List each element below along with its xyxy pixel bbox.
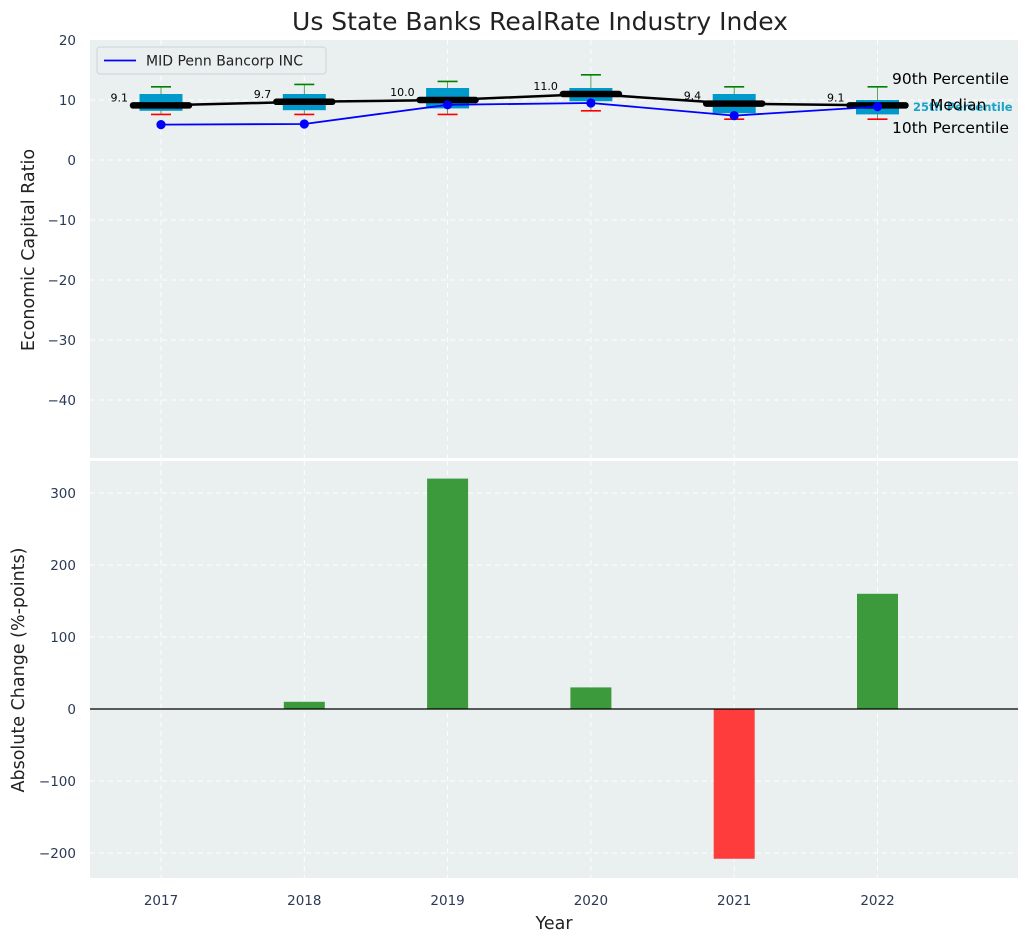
bottom-y-tick-label: −100 [39,774,76,790]
change-bar [713,709,755,859]
top-y-tick-label: 10 [59,93,76,109]
company-series-point [299,119,309,129]
legend-box [96,46,327,75]
x-tick-label: 2017 [144,893,178,909]
company-series-point [443,100,453,110]
chart-title: Us State Banks RealRate Industry Index [292,7,788,36]
company-series-point [729,111,739,121]
change-bar [570,687,612,709]
median-value-label: 11.0 [533,80,558,93]
bottom-y-tick-label: −200 [39,846,76,862]
bottom-y-tick-label: 300 [50,486,76,502]
company-series-point [156,120,166,130]
company-series-point [872,102,883,112]
x-tick-label: 2018 [287,893,321,909]
p10-annotation: 10th Percentile [892,119,1009,137]
legend: MID Penn Bancorp INC [96,46,327,75]
change-bar [857,593,898,709]
legend-label: MID Penn Bancorp INC [146,54,303,70]
x-axis-label: Year [534,914,573,934]
x-tick-label: 2021 [717,893,751,909]
median-annotation: Median [930,96,986,114]
top-y-axis-label: Economic Capital Ratio [19,149,39,351]
change-bar [427,478,469,709]
top-y-tick-label: 20 [59,33,76,49]
x-tick-label: 2022 [860,893,894,909]
bottom-y-tick-label: 100 [50,630,76,646]
p90-annotation: 90th Percentile [892,70,1009,88]
top-y-tick-label: 0 [67,153,76,169]
x-tick-label: 2020 [574,893,608,909]
company-series-line [160,102,878,126]
bottom-y-tick-label: 200 [50,558,76,574]
top-y-tick-label: −30 [48,333,77,349]
median-value-label: 9.4 [684,90,702,103]
median-value-label: 10.0 [390,86,415,99]
company-series-point [586,98,596,108]
top-y-tick-label: −10 [48,213,77,229]
x-tick-label: 2019 [430,893,464,909]
median-value-label: 9.1 [111,91,129,104]
bottom-y-tick-label: 0 [67,702,76,718]
median-value-label: 9.7 [254,88,272,101]
q25-annotation: 25th Percentile [913,100,1013,114]
top-y-tick-label: −20 [48,273,77,289]
median-value-label: 9.1 [827,91,845,104]
bottom-y-axis-label: Absolute Change (%-points) [9,548,29,793]
change-bar [283,701,325,709]
top-y-tick-label: −40 [48,393,77,409]
